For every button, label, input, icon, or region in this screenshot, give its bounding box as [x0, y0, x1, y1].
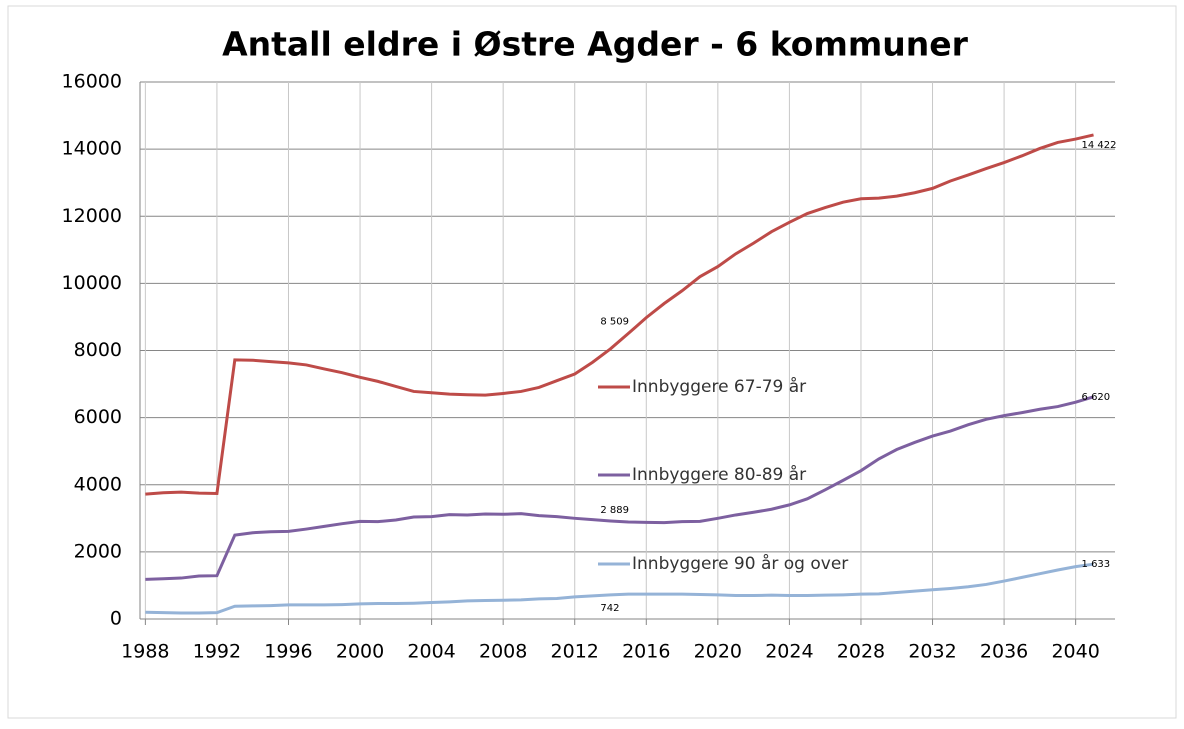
x-tick-label: 2024	[765, 641, 813, 663]
x-tick-label: 1988	[121, 641, 169, 663]
y-tick-label: 14000	[62, 138, 122, 160]
data-label: 2 889	[600, 505, 629, 516]
series-line	[145, 395, 1094, 581]
data-label: 6 620	[1082, 392, 1111, 403]
legend-label: Innbyggere 90 år og over	[632, 553, 848, 574]
y-tick-label: 16000	[62, 71, 122, 93]
chart-title: Antall eldre i Østre Agder - 6 kommuner	[222, 25, 968, 64]
x-tick-label: 2000	[336, 641, 384, 663]
legend-label: Innbyggere 80-89 år	[632, 464, 806, 485]
y-tick-label: 0	[110, 608, 122, 630]
y-tick-label: 4000	[74, 473, 122, 495]
series-line	[145, 133, 1094, 496]
x-tick-label: 2036	[980, 641, 1028, 663]
data-label: 742	[600, 603, 619, 614]
y-tick-label: 2000	[74, 540, 122, 562]
x-tick-label: 2012	[551, 641, 599, 663]
data-label: 1 633	[1082, 559, 1111, 570]
legend-label: Innbyggere 67-79 år	[632, 376, 806, 397]
x-tick-label: 2028	[837, 641, 885, 663]
x-tick-label: 2016	[622, 641, 670, 663]
x-tick-label: 2004	[407, 641, 455, 663]
x-tick-label: 1996	[264, 641, 312, 663]
y-tick-label: 8000	[74, 339, 122, 361]
x-tick-label: 2020	[694, 641, 742, 663]
data-label: 14 422	[1082, 140, 1117, 151]
x-tick-label: 2008	[479, 641, 527, 663]
x-tick-label: 1992	[193, 641, 241, 663]
data-label: 8 509	[600, 316, 629, 327]
y-tick-label: 6000	[74, 406, 122, 428]
y-tick-label: 10000	[62, 272, 122, 294]
series-line	[145, 562, 1094, 615]
x-tick-label: 2032	[908, 641, 956, 663]
x-tick-label: 2040	[1051, 641, 1099, 663]
y-tick-label: 12000	[62, 205, 122, 227]
